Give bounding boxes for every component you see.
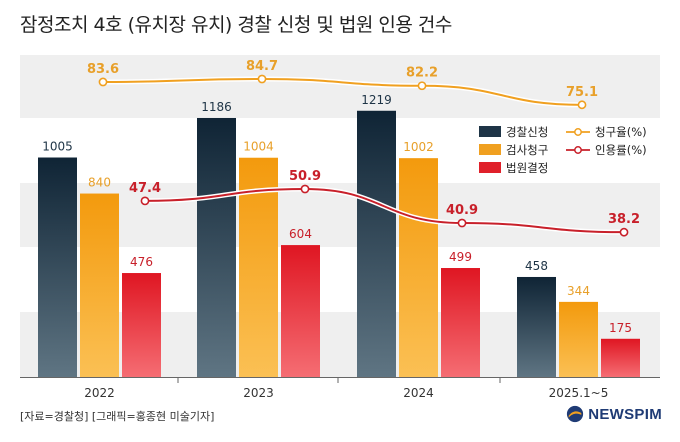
x-tick-label: 2024 bbox=[403, 386, 434, 400]
x-tick-label: 2022 bbox=[84, 386, 115, 400]
bar-0-3 bbox=[517, 276, 556, 377]
bar-1-3 bbox=[559, 301, 598, 377]
rate-point-0-0 bbox=[98, 77, 108, 87]
rate-point-1-0 bbox=[140, 196, 150, 206]
chart-title: 잠정조치 4호 (유치장 유치) 경찰 신청 및 법원 인용 건수 bbox=[20, 14, 452, 36]
rate-lines: 83.6 84.7 82.2 75.1 47.4 50.9 40.9 38.2 bbox=[87, 59, 640, 237]
x-tick-label: 2023 bbox=[243, 386, 274, 400]
legend-label: 검사청구 bbox=[506, 143, 548, 157]
rate-line-1 bbox=[144, 187, 625, 234]
bar-value-label: 476 bbox=[130, 255, 153, 269]
bar-value-label: 1219 bbox=[361, 93, 392, 107]
bar-1-0 bbox=[80, 193, 119, 377]
rate-value-label: 75.1 bbox=[566, 85, 598, 100]
rate-value-label: 84.7 bbox=[246, 59, 278, 74]
bar-value-label: 458 bbox=[525, 259, 548, 273]
bar-value-label: 344 bbox=[567, 284, 590, 298]
rate-point-1-3 bbox=[619, 227, 629, 237]
legend-label: 경찰신청 bbox=[506, 125, 548, 139]
bar-value-label: 1186 bbox=[201, 100, 232, 114]
newspim-logo-icon bbox=[567, 405, 584, 423]
bar-1-2 bbox=[399, 158, 438, 377]
rate-line-0 bbox=[102, 77, 583, 106]
bar-value-label: 1002 bbox=[403, 140, 434, 154]
rate-value-label: 83.6 bbox=[87, 62, 119, 77]
bar-2-1 bbox=[281, 245, 320, 377]
x-tick-label: 2025.1~5 bbox=[549, 386, 609, 400]
bar-value-label: 499 bbox=[449, 250, 472, 264]
rate-value-label: 82.2 bbox=[406, 66, 438, 81]
rate-point-1-1 bbox=[300, 184, 310, 194]
bar-0-0 bbox=[38, 157, 77, 377]
bar-value-label: 175 bbox=[609, 321, 632, 335]
bar-value-label: 840 bbox=[88, 176, 111, 190]
bar-2-0 bbox=[122, 273, 161, 377]
rate-point-0-2 bbox=[417, 81, 427, 91]
rate-point-0-3 bbox=[577, 100, 587, 110]
grid-band bbox=[20, 55, 660, 118]
bar-value-label: 604 bbox=[289, 227, 312, 241]
bars: 1005 840 476 1186 1004 604 1219 1002 499 458 344 17… bbox=[38, 93, 640, 378]
rate-value-label: 40.9 bbox=[446, 203, 478, 218]
rate-point-1-2 bbox=[457, 218, 467, 228]
legend-swatch-0 bbox=[479, 126, 501, 137]
rate-value-label: 38.2 bbox=[608, 212, 640, 227]
legend-label: 법원결정 bbox=[506, 161, 548, 175]
x-axis: 2022 2023 2024 2025.1~5 bbox=[20, 377, 660, 400]
legend-swatch-2 bbox=[479, 162, 501, 173]
bar-2-3 bbox=[601, 338, 640, 377]
legend-label: 청구율(%) bbox=[595, 125, 647, 139]
legend-label: 인용률(%) bbox=[595, 143, 647, 157]
bar-value-label: 1004 bbox=[243, 140, 274, 154]
rate-value-label: 50.9 bbox=[289, 169, 321, 184]
legend-marker-1 bbox=[574, 146, 582, 154]
bar-0-1 bbox=[197, 117, 236, 377]
brand-logo: NEWSPIM bbox=[566, 405, 662, 423]
bar-2-2 bbox=[441, 268, 480, 377]
rate-point-0-1 bbox=[257, 74, 267, 84]
rate-value-label: 47.4 bbox=[129, 181, 161, 196]
bar-0-2 bbox=[357, 110, 396, 378]
bar-value-label: 1005 bbox=[42, 140, 73, 154]
brand-name: NEWSPIM bbox=[588, 405, 662, 423]
source-note: [자료=경찰청] [그래픽=홍종현 미술기자] bbox=[20, 410, 215, 423]
legend-swatch-1 bbox=[479, 144, 501, 155]
legend-marker-0 bbox=[574, 128, 582, 136]
